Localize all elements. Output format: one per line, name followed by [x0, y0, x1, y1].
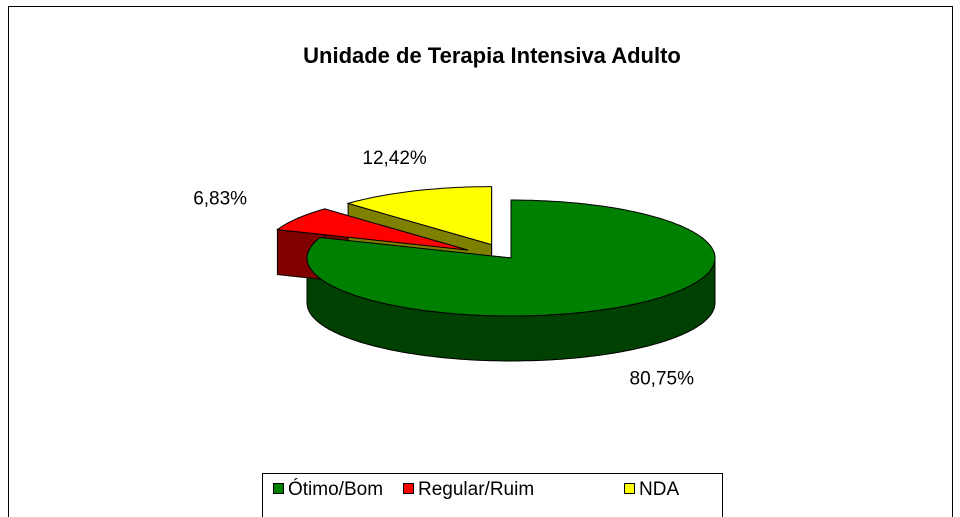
- legend-label: NDA: [639, 479, 679, 500]
- chart-title: Unidade de Terapia Intensiva Adulto: [303, 43, 681, 68]
- legend: [262, 473, 723, 517]
- data-label: 80,75%: [630, 368, 695, 389]
- legend-label: Regular/Ruim: [418, 479, 534, 500]
- data-label: 6,83%: [193, 189, 247, 210]
- legend-swatch: [273, 483, 284, 494]
- legend-swatch: [624, 483, 635, 494]
- legend-swatch: [403, 483, 414, 494]
- slice: [306, 199, 716, 317]
- legend-label: Ótimo/Bom: [288, 478, 383, 500]
- slice: [346, 186, 493, 246]
- slice: [276, 208, 469, 251]
- data-label: 12,42%: [362, 148, 427, 169]
